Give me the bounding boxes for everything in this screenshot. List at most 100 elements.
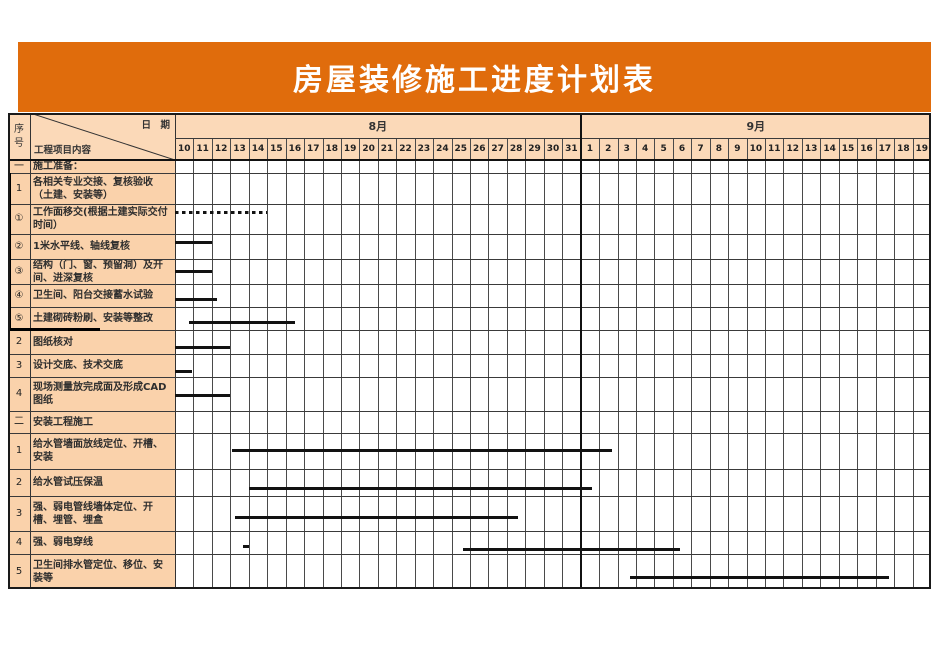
task-label-cell: 卫生间排水管定位、移位、安装等 (30, 554, 175, 589)
day-cell: 13 (230, 138, 249, 160)
day-cell: 15 (267, 138, 286, 160)
gantt-bar (175, 270, 212, 273)
gantt-bar (630, 576, 889, 580)
task-number-cell: ① (8, 204, 30, 234)
row-boundary-line (8, 496, 931, 497)
day-cell: 11 (765, 138, 784, 160)
grid-vline (654, 138, 656, 589)
task-number-cell: 5 (8, 554, 30, 589)
gantt-bar-dotted (175, 210, 268, 214)
row-boundary-line (8, 173, 931, 174)
grid-vline (340, 138, 342, 589)
grid-vline (451, 138, 453, 589)
label-column-separator (175, 113, 176, 589)
day-cell: 30 (543, 138, 563, 160)
day-cell: 19 (340, 138, 360, 160)
gantt-bar (175, 297, 218, 301)
task-number-cell: 1 (8, 173, 30, 204)
grid-vline (838, 138, 840, 589)
task-label-cell: 现场测量放完成面及形成CAD图纸 (30, 377, 175, 411)
gantt-bar (175, 394, 231, 397)
day-cell: 7 (691, 138, 710, 160)
diagonal-line (30, 113, 175, 160)
grid-vline (617, 138, 619, 589)
grid-vline (599, 138, 601, 589)
title-banner: 房屋装修施工进度计划表 (18, 42, 931, 112)
grid-vline (875, 138, 877, 589)
month-separator-line (579, 113, 582, 589)
grid-vline (488, 138, 490, 589)
task-label-cell: 强、弱电穿线 (30, 531, 175, 554)
gantt-bar (189, 321, 295, 325)
grid-vline (506, 138, 508, 589)
grid-vline (267, 138, 269, 589)
day-cell: 28 (506, 138, 526, 160)
grid-vline (801, 138, 803, 589)
day-cell: 23 (414, 138, 434, 160)
day-cell: 8 (709, 138, 729, 160)
task-number-cell: 2 (8, 469, 30, 496)
task-label-cell: 给水管试压保温 (30, 469, 175, 496)
grid-vline (359, 138, 361, 589)
day-cell: 4 (635, 138, 655, 160)
row-boundary-line (8, 531, 931, 532)
row-boundary-line (8, 469, 931, 470)
row-boundary-line (8, 234, 931, 235)
task-label-cell: 结构（门、窗、预留洞）及开间、进深复核 (30, 259, 175, 284)
page-title: 房屋装修施工进度计划表 (293, 63, 656, 98)
grid-vline (414, 138, 416, 589)
day-cell: 5 (654, 138, 673, 160)
row-boundary-line (8, 330, 931, 331)
gantt-bar (232, 448, 612, 452)
corner-content-label: 工程项目内容 (34, 145, 92, 156)
grid-vline (211, 138, 213, 589)
row-boundary-line (8, 284, 931, 285)
grid-vline (322, 138, 324, 589)
task-number-cell: 2 (8, 330, 30, 354)
day-cell: 15 (838, 138, 858, 160)
day-cell: 27 (488, 138, 507, 160)
day-cell: 22 (396, 138, 415, 160)
task-label-cell: 施工准备： (30, 160, 175, 173)
task-number-cell: 3 (8, 354, 30, 377)
task-label-cell: 给水管墙面放线定位、开槽、安装 (30, 433, 175, 469)
grid-vline (672, 138, 674, 589)
day-cell: 10 (175, 138, 194, 160)
task-number-cell: ⑤ (8, 307, 30, 330)
day-cell: 12 (783, 138, 802, 160)
day-cell: 20 (359, 138, 378, 160)
task-number-cell: 二 (8, 411, 30, 433)
grid-vline (193, 138, 195, 589)
grid-vline (562, 138, 564, 589)
grid-vline (433, 138, 435, 589)
row-boundary-line (8, 377, 931, 378)
day-cell: 3 (617, 138, 636, 160)
row-boundary-line (8, 433, 931, 434)
task-label-cell: 1米水平线、轴线复核 (30, 234, 175, 259)
grid-vline (912, 138, 914, 589)
day-cell: 18 (894, 138, 913, 160)
task-label-cell: 各相关专业交接、复核验收（土建、安装等） (30, 173, 175, 204)
header-bottom-line (8, 159, 931, 161)
day-cell: 26 (470, 138, 489, 160)
month-cell-september: 9月 (580, 113, 931, 138)
gantt-bar (248, 487, 592, 491)
grid-vline (525, 138, 527, 589)
day-cell: 21 (377, 138, 397, 160)
grid-vline (857, 138, 859, 589)
task-label-cell: 强、弱电管线墙体定位、开槽、埋管、埋盒 (30, 496, 175, 531)
day-cell: 18 (322, 138, 341, 160)
row-boundary-line (8, 411, 931, 412)
gantt-bar (234, 515, 518, 519)
gantt-bar (175, 241, 212, 244)
grid-vline (765, 138, 767, 589)
day-cell: 13 (801, 138, 821, 160)
grid-vline (783, 138, 785, 589)
month-cell-august: 8月 (175, 113, 581, 138)
grid-vline (377, 138, 379, 589)
task-number-cell: ④ (8, 284, 30, 307)
grid-vline (396, 138, 398, 589)
task-label-cell: 土建砌砖粉刷、安装等整改 (30, 307, 175, 330)
seq-header-cell: 序号 (8, 113, 30, 160)
